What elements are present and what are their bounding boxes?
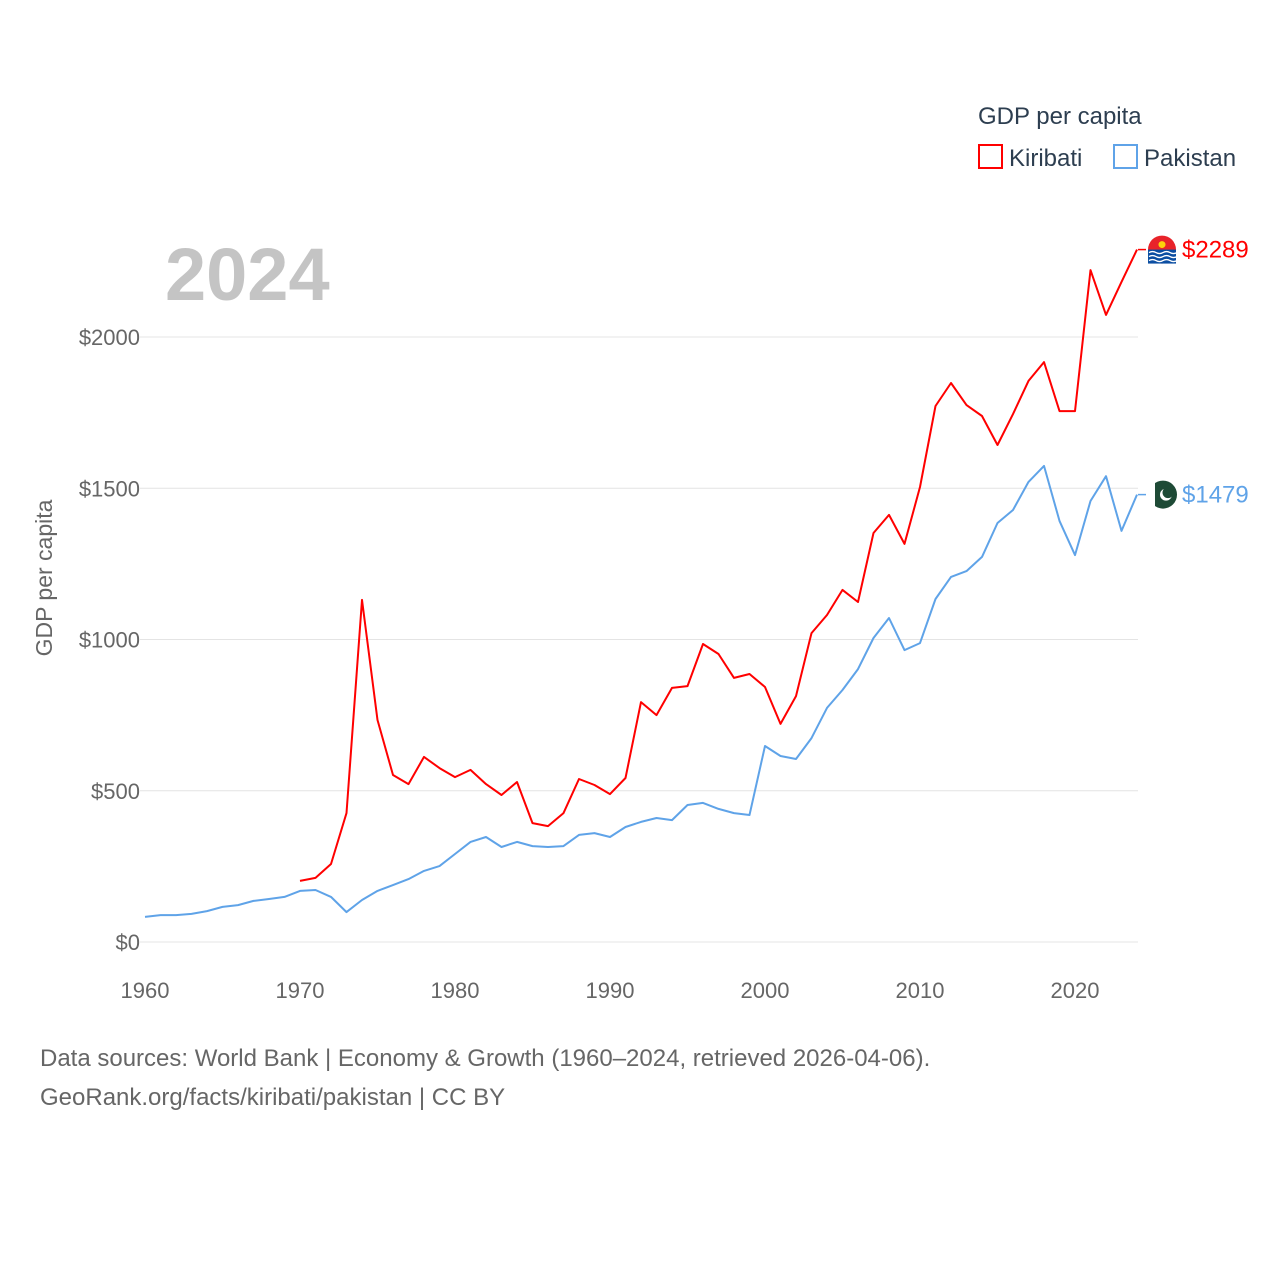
y-tick-label: $2000 (79, 325, 140, 350)
year-label: 2024 (165, 233, 330, 316)
y-tick-label: $1500 (79, 476, 140, 501)
y-tick-label: $1000 (79, 628, 140, 653)
y-tick-label: $0 (116, 930, 140, 955)
end-value-label-pakistan: $1479 (1182, 482, 1249, 509)
x-tick-label: 2010 (896, 978, 945, 1003)
x-tick-label: 1980 (431, 978, 480, 1003)
x-tick-label: 1960 (121, 978, 170, 1003)
x-tick-label: 1990 (586, 978, 635, 1003)
x-tick-label: 2020 (1051, 978, 1100, 1003)
x-tick-label: 2000 (741, 978, 790, 1003)
y-axis-label: GDP per capita (31, 499, 57, 656)
legend-label-kiribati[interactable]: Kiribati (1009, 145, 1082, 172)
kiribati-flag-icon (1148, 235, 1178, 264)
y-tick-label: $500 (91, 779, 140, 804)
footer-sources: Data sources: World Bank | Economy & Gro… (40, 1045, 931, 1072)
legend-title: GDP per capita (978, 103, 1142, 130)
legend-swatch-pakistan[interactable] (1113, 144, 1138, 169)
legend: GDP per capita Kiribati Pakistan (978, 103, 1236, 172)
x-tick-label: 1970 (276, 978, 325, 1003)
series-line-kiribati (299, 249, 1138, 882)
legend-swatch-kiribati[interactable] (978, 144, 1003, 169)
pakistan-flag-icon (1149, 480, 1177, 509)
legend-label-pakistan[interactable]: Pakistan (1144, 145, 1236, 172)
series-line-pakistan (144, 464, 1138, 918)
footer-credit: GeoRank.org/facts/kiribati/pakistan | CC… (40, 1084, 506, 1111)
end-value-label-kiribati: $2289 (1182, 237, 1249, 264)
